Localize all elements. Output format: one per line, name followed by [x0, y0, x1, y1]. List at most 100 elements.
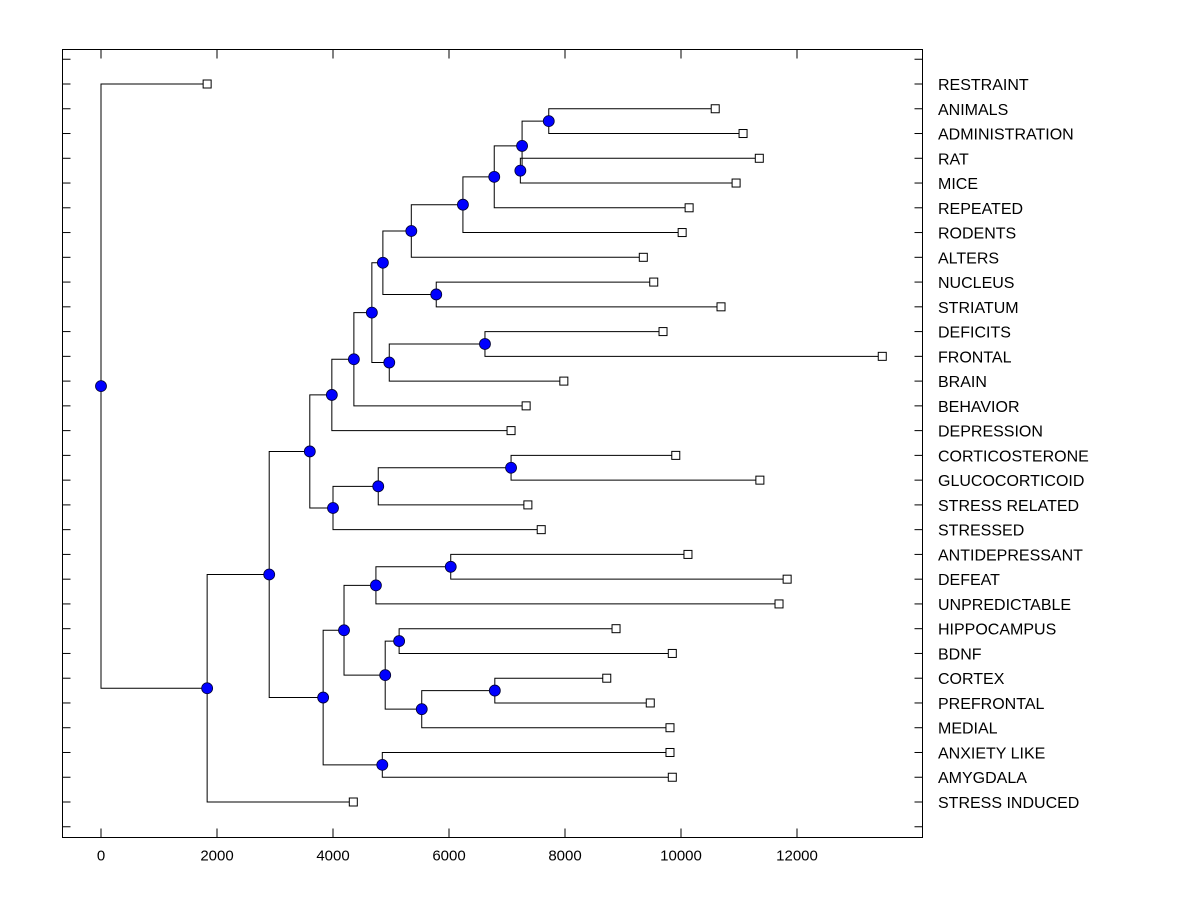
- branch-n8-n9: [382, 230, 412, 263]
- leaf-label-corticosterone: CORTICOSTERONE: [938, 448, 1089, 465]
- node-marker-n21: [338, 624, 350, 637]
- branch-n25-bdnf: [398, 641, 673, 654]
- branch-n23-defeat: [450, 566, 788, 580]
- branch-n3-n4: [268, 450, 310, 575]
- leaf-marker-prefrontal: [645, 698, 655, 708]
- x-tick-label: 0: [97, 848, 105, 865]
- branch-n17-n18: [332, 485, 379, 508]
- branch-n23-antidepressant: [450, 553, 688, 567]
- branch-n24-n26: [384, 675, 422, 710]
- branch-n11-n12: [493, 145, 523, 177]
- leaf-label-nucleus: NUCLEUS: [938, 275, 1014, 292]
- leaf-label-deficits: DEFICITS: [938, 325, 1011, 342]
- branch-n8-n14: [382, 262, 437, 295]
- leaf-marker-defeat: [782, 574, 792, 584]
- leaf-label-rat: RAT: [938, 151, 969, 168]
- branch-n22-unpredictable: [375, 585, 780, 605]
- node-marker-n11: [488, 170, 501, 183]
- leaf-marker-bdnf: [667, 648, 677, 658]
- x-axis-ticks: [100, 49, 798, 838]
- node-marker-n7: [365, 306, 378, 319]
- leaf-label-frontal: FRONTAL: [938, 349, 1012, 366]
- branch-n21-n22: [343, 584, 376, 631]
- x-tick-label: 2000: [200, 848, 233, 865]
- leaf-marker-alters: [638, 252, 648, 262]
- x-tick-label: 8000: [548, 848, 581, 865]
- y-axis-ticks-left: [62, 58, 71, 828]
- branch-n28-amygdala: [381, 764, 673, 778]
- branch-n18-stress_related: [377, 486, 528, 506]
- node-marker-n23: [444, 560, 457, 573]
- leaf-marker-hippocampus: [611, 624, 621, 634]
- branch-n3-n20: [268, 574, 324, 699]
- node-marker-n12b: [514, 164, 527, 177]
- branch-n4-n17: [309, 451, 333, 509]
- branch-n13-administration: [548, 121, 744, 135]
- branch-n27-prefrontal: [494, 690, 651, 704]
- branch-n27-cortex: [494, 677, 607, 691]
- leaf-label-glucocorticoid: GLUCOCORTICOID: [938, 473, 1084, 490]
- node-marker-n24: [379, 669, 392, 682]
- leaf-marker-deficits: [658, 327, 668, 337]
- node-marker-n10: [457, 198, 469, 211]
- leaf-marker-stress-related: [523, 500, 533, 510]
- branch-n19-glucocorticoid: [510, 467, 760, 481]
- branch-n20-n28: [322, 697, 383, 766]
- x-tick-label: 4000: [316, 848, 349, 865]
- node-marker-n22: [370, 579, 382, 592]
- leaf-label-striatum: STRIATUM: [938, 300, 1019, 317]
- leaf-marker-depression: [506, 426, 516, 436]
- leaf-labels: RESTRAINT ANIMALS ADMINISTRATION RAT MICE REP…: [938, 77, 1089, 812]
- branch-n19-corticosterone: [510, 454, 676, 468]
- node-marker-n3: [263, 568, 276, 581]
- leaf-marker-mice: [731, 178, 741, 188]
- node-marker-n9: [405, 225, 418, 237]
- branch-n12b-rat: [519, 157, 760, 171]
- branch-n4-n5: [309, 394, 332, 452]
- x-tick-label: 12000: [776, 848, 818, 865]
- node-marker-n26: [415, 703, 428, 716]
- leaf-marker-unpredictable: [774, 599, 784, 609]
- node-marker-n28: [376, 758, 389, 771]
- leaf-marker-frontal: [877, 351, 887, 361]
- leaf-marker-cortex: [602, 673, 612, 683]
- leaf-label-prefrontal: PREFRONTAL: [938, 696, 1044, 713]
- leaf-label-amygdala: AMYGDALA: [938, 770, 1027, 787]
- branch-n21-n24: [343, 630, 386, 676]
- leaf-label-medial: MEDIAL: [938, 721, 998, 738]
- branch-n7-n15: [371, 312, 390, 364]
- node-marker-n17: [327, 502, 339, 514]
- node-marker-n2: [201, 682, 214, 695]
- leaf-label-bdnf: BDNF: [938, 646, 982, 663]
- branch-n17-stressed: [332, 507, 542, 531]
- node-marker-n6: [347, 353, 360, 366]
- branch-n13-animals: [548, 108, 716, 122]
- y-axis-ticks-right: [914, 58, 923, 828]
- branch-n6-behavior: [353, 359, 527, 407]
- node-marker-n27: [488, 684, 501, 697]
- leaf-marker-striatum: [716, 302, 726, 312]
- leaf-label-animals: ANIMALS: [938, 102, 1008, 119]
- branch-n11-repeated: [493, 176, 690, 209]
- branch-n10-n11: [462, 176, 495, 205]
- leaf-marker-antidepressant: [683, 549, 693, 559]
- branch-n9-alters: [410, 231, 644, 258]
- leaf-marker-glucocorticoid: [755, 475, 765, 485]
- node-markers: [95, 115, 555, 771]
- leaf-marker-restraint: [202, 79, 212, 89]
- branch-n26-n27: [421, 690, 495, 710]
- leaf-label-restraint: RESTRAINT: [938, 77, 1029, 94]
- branch-n14-striatum: [435, 294, 722, 308]
- branch-n20-n21: [322, 629, 345, 698]
- node-marker-n20: [317, 691, 330, 704]
- branch-n12-n13: [521, 120, 549, 146]
- node-marker-n5: [325, 389, 338, 401]
- node-marker-n8: [376, 256, 389, 269]
- branch-n18-n19: [377, 467, 512, 487]
- branch-n14-nucleus: [435, 281, 654, 295]
- leaf-label-rodents: RODENTS: [938, 226, 1016, 243]
- branch-n25-hippocampus: [398, 628, 617, 642]
- branch-n6-n7: [353, 312, 372, 360]
- leaf-label-antidepressant: ANTIDEPRESSANT: [938, 547, 1083, 564]
- node-marker-n12: [516, 139, 528, 152]
